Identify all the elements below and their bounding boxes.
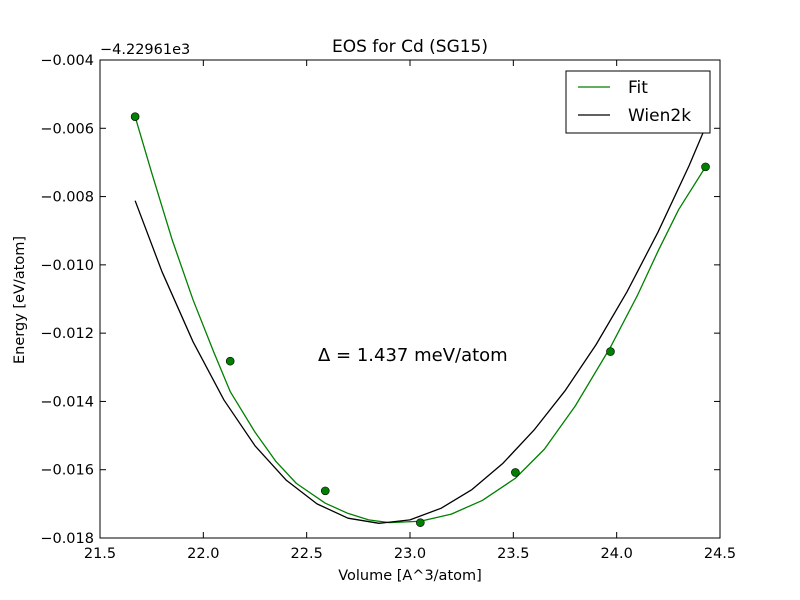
- marker-layer: [130, 112, 710, 527]
- y-axis-offset-label: −4.22961e3: [100, 42, 190, 58]
- x-tick-label: 23.5: [497, 546, 529, 562]
- y-tick-label: −0.004: [40, 53, 94, 69]
- x-axis-label: Volume [A^3/atom]: [338, 568, 482, 584]
- y-axis-label: Energy [eV/atom]: [12, 236, 28, 364]
- data-point: [511, 468, 520, 477]
- x-tick-label: 22.5: [291, 546, 323, 562]
- legend-label-fit: Fit: [628, 78, 648, 98]
- data-point: [225, 356, 235, 366]
- delta-annotation: Δ = 1.437 meV/atom: [318, 345, 508, 366]
- data-point: [130, 112, 140, 121]
- y-tick-label: −0.006: [40, 121, 94, 137]
- series-layer: [134, 116, 707, 524]
- y-axis: −0.004 −0.006 −0.008 −0.010 −0.012 −0.014 −0.0…: [40, 53, 720, 547]
- legend-box: [565, 70, 711, 134]
- legend-label-wien2k: Wien2k: [628, 106, 691, 126]
- x-tick-label: 23.0: [394, 546, 426, 562]
- series-line-wien2k: [134, 131, 705, 524]
- series-line-fit: [134, 116, 707, 524]
- y-tick-label: −0.008: [40, 190, 94, 206]
- data-point: [701, 162, 710, 172]
- x-tick-label: 22.0: [187, 546, 219, 562]
- x-tick-label: 21.5: [84, 546, 116, 562]
- legend: Fit Wien2k: [565, 70, 711, 134]
- y-tick-label: −0.012: [40, 326, 94, 342]
- x-tick-label: 24.5: [704, 546, 736, 562]
- data-point: [320, 486, 330, 496]
- y-tick-label: −0.014: [40, 394, 94, 410]
- y-tick-label: −0.016: [40, 463, 94, 479]
- chart-title: EOS for Cd (SG15): [332, 37, 488, 57]
- x-tick-label: 24.0: [601, 546, 633, 562]
- y-tick-label: −0.010: [40, 258, 94, 274]
- data-point: [416, 518, 425, 527]
- x-axis: 21.5 22.0 22.5 23.0 23.5 24.0 24.5: [84, 60, 736, 562]
- data-point: [606, 347, 615, 356]
- y-tick-label: −0.018: [40, 531, 94, 547]
